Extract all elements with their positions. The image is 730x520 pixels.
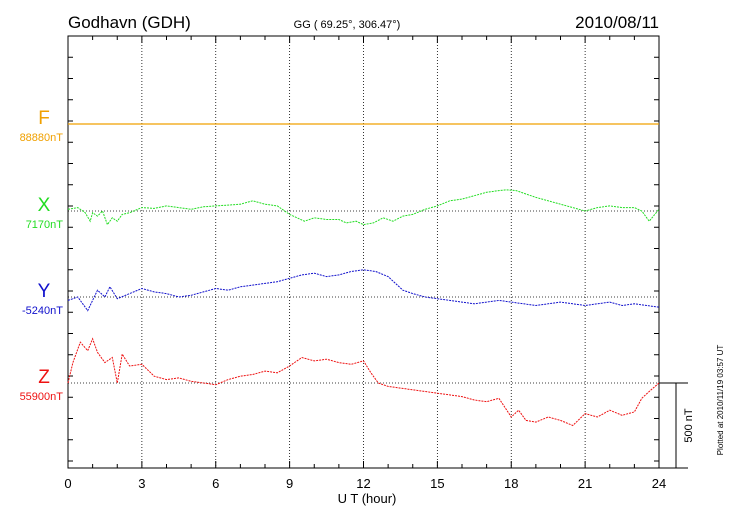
x-axis-label: U T (hour): [338, 491, 397, 506]
x-tick-label: 15: [430, 476, 444, 491]
scale-bar: 500 nT: [659, 382, 695, 469]
x-tick-labels: 0 3 6 9 12 15 18 21 24: [64, 476, 666, 491]
series-name-x: X: [38, 195, 51, 216]
series-baseline-f: 88880nT: [20, 132, 64, 144]
series-name-y: Y: [38, 281, 51, 302]
x-tick-label: 21: [578, 476, 592, 491]
series-labels: F 88880nT X 7170nT Y -5240nT Z 55900nT: [20, 108, 64, 403]
scale-bar-label: 500 nT: [683, 408, 695, 443]
series-line-y: [67, 269, 660, 312]
series-line-z: [67, 337, 660, 427]
x-tick-label: 18: [504, 476, 518, 491]
x-tick-label: 0: [64, 476, 71, 491]
axis-ticks: [67, 35, 660, 468]
series-baseline-z: 55900nT: [20, 391, 64, 403]
chart-date: 2010/08/11: [575, 13, 659, 32]
x-tick-label: 24: [652, 476, 666, 491]
x-tick-label: 9: [286, 476, 293, 491]
plotted-timestamp: Plotted at 2010/11/19 03:57 UT: [716, 345, 725, 456]
series-name-f: F: [38, 108, 50, 129]
x-tick-label: 12: [356, 476, 370, 491]
chart-subtitle: GG ( 69.25°, 306.47°): [294, 19, 401, 31]
series-name-z: Z: [38, 367, 50, 388]
plot-grid: [68, 36, 659, 468]
x-tick-label: 6: [212, 476, 219, 491]
series-baseline-y: -5240nT: [22, 305, 63, 317]
chart-title: Godhavn (GDH): [68, 13, 191, 32]
series-baseline-x: 7170nT: [26, 219, 64, 231]
series-line-x: [67, 189, 660, 226]
x-tick-label: 3: [138, 476, 145, 491]
series-layer: [67, 123, 660, 427]
